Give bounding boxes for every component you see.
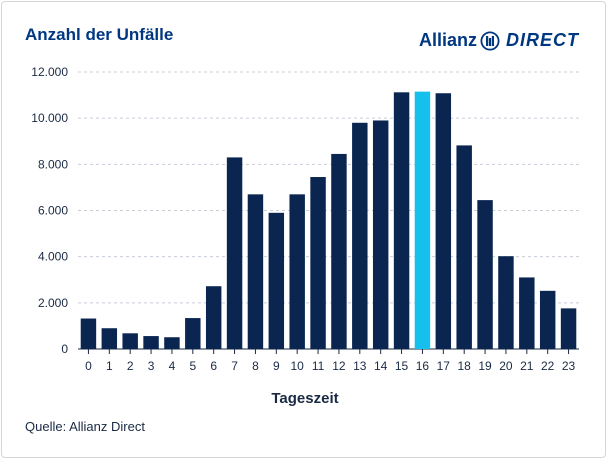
bar-hour-20 <box>498 256 514 349</box>
x-tick-label: 21 <box>520 359 534 373</box>
bar-hour-3 <box>143 336 159 349</box>
bar-hour-0 <box>80 318 97 349</box>
x-tick-label: 8 <box>252 359 259 373</box>
x-tick-label: 6 <box>210 359 217 373</box>
y-tick-label: 2.000 <box>38 296 68 310</box>
bar-hour-22 <box>539 290 556 349</box>
bar-hour-12 <box>331 153 347 349</box>
x-tick-label: 17 <box>437 359 451 373</box>
brand-suffix: DIRECT <box>506 30 579 50</box>
x-tick-label: 19 <box>478 359 492 373</box>
x-tick-label: 7 <box>231 359 238 373</box>
bar-hour-10 <box>289 194 305 349</box>
y-tick-label: 6.000 <box>38 204 68 218</box>
bar-hour-11 <box>310 177 326 349</box>
x-axis-label: Tageszeit <box>271 390 338 407</box>
x-tick-label: 11 <box>312 359 325 373</box>
x-tick-label: 15 <box>395 359 409 373</box>
bar-hour-2 <box>122 333 138 349</box>
bar-hour-16 <box>414 91 431 349</box>
x-tick-label: 22 <box>541 359 555 373</box>
source-note: Quelle: Allianz Direct <box>25 419 145 434</box>
x-tick-label: 23 <box>562 359 576 373</box>
x-tick-label: 4 <box>169 359 176 373</box>
x-tick-label: 9 <box>273 359 280 373</box>
x-tick-label: 12 <box>332 359 346 373</box>
bar-hour-15 <box>393 92 410 350</box>
bar-hour-21 <box>519 277 535 349</box>
bar-hour-17 <box>435 93 452 349</box>
bar-hour-13 <box>352 122 368 350</box>
bar-hour-18 <box>456 145 472 349</box>
y-tick-label: 10.000 <box>31 111 68 125</box>
bar-hour-6 <box>205 286 222 349</box>
x-tick-label: 20 <box>499 359 513 373</box>
x-tick-label: 14 <box>374 359 388 373</box>
x-tick-label: 5 <box>189 359 196 373</box>
x-tick-label: 1 <box>106 359 113 373</box>
x-tick-label: 10 <box>291 359 305 373</box>
y-tick-label: 0 <box>61 342 68 356</box>
bar-hour-4 <box>164 337 180 349</box>
x-tick-label: 13 <box>353 359 367 373</box>
bar-hour-19 <box>477 200 493 349</box>
bar-hour-9 <box>268 212 285 349</box>
x-tick-label: 3 <box>148 359 155 373</box>
brand-name: Allianz <box>418 30 477 50</box>
x-tick-label: 16 <box>416 359 430 373</box>
bar-hour-5 <box>185 318 201 349</box>
y-tick-label: 8.000 <box>38 157 68 171</box>
allianz-direct-logo: Allianz DIRECT <box>419 30 579 51</box>
y-tick-label: 4.000 <box>38 250 68 264</box>
bar-hour-8 <box>247 194 264 349</box>
x-tick-label: 2 <box>127 359 134 373</box>
bar-hour-7 <box>226 157 243 349</box>
x-tick-label: 0 <box>85 359 92 373</box>
x-tick-label: 18 <box>458 359 472 373</box>
allianz-eagle-icon <box>480 30 500 51</box>
bar-hour-14 <box>372 120 389 349</box>
bar-hour-1 <box>101 328 118 349</box>
chart-title: Anzahl der Unfälle <box>25 25 174 44</box>
y-tick-label: 12.000 <box>31 65 68 79</box>
bar-hour-23 <box>560 308 577 349</box>
